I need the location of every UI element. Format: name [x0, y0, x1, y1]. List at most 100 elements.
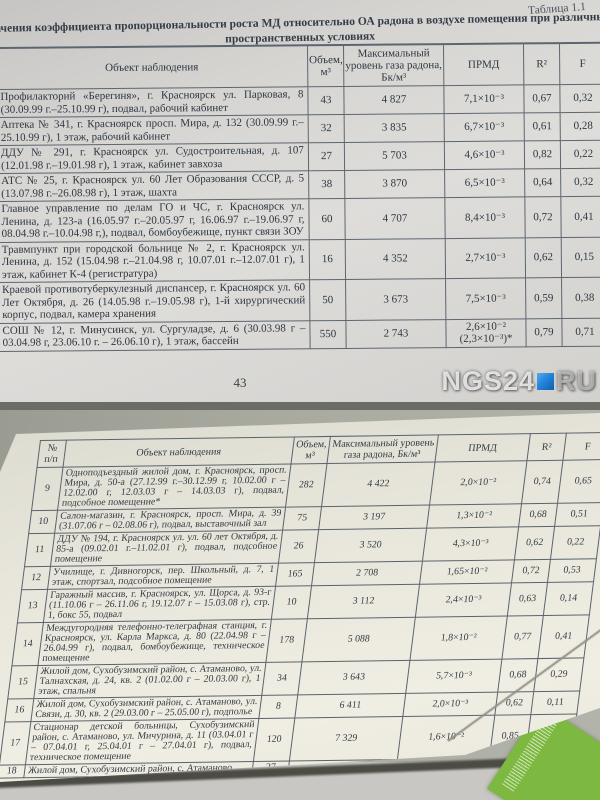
cell-volume: 38 [308, 170, 345, 199]
cell-volume: 32 [308, 114, 345, 143]
cell-f: 0,29 [533, 657, 584, 692]
cell-f: 0,53 [547, 558, 597, 583]
cell-max_radon: 2 743 [345, 319, 447, 348]
ngs24-watermark: NGS24 RU [441, 366, 597, 396]
cell-r2: 0,82 [524, 140, 561, 169]
cell-num: 12 [21, 566, 51, 590]
cell-f: 0,51 [554, 502, 600, 527]
cell-max_radon: 6 411 [294, 693, 406, 718]
cell-object: Травмпункт при городской больнице № 2, г… [0, 239, 310, 283]
cell-max_radon: 3 197 [318, 505, 430, 530]
table-row: 17 Стационар детской больницы, Сухобузимс… [0, 714, 577, 766]
cell-object: Аптека № 341, г. Красноярск просп. Мира,… [0, 114, 309, 146]
cell-f: 0,71 [561, 317, 600, 347]
cell-max_radon: 3 673 [345, 278, 446, 320]
column-header: R² [523, 43, 560, 85]
watermark-brand: NGS24 [441, 366, 535, 396]
cell-f: 0,28 [560, 112, 600, 141]
cell-prmd: 2,4×10⁻³ [415, 582, 512, 618]
cell-volume: 282 [285, 463, 327, 508]
cell-prmd: 2,6×10⁻² (2,3×10⁻³)* [445, 318, 527, 348]
cell-r2: 0,62 [514, 526, 555, 560]
cell-max_radon: 3 520 [314, 528, 427, 563]
cell-volume: 8 [258, 694, 298, 719]
radon-table-page2: № п/п Объект наблюдения Объем, м³ Максималь… [0, 432, 600, 779]
cell-max_radon: 4 422 [321, 461, 435, 507]
cell-f: 0,41 [537, 614, 590, 659]
radon-table-page1: Объект наблюдения Объем, м³ Максимальный у… [0, 42, 600, 352]
cell-f: 0,14 [543, 581, 594, 616]
cell-prmd: 7,1×10⁻³ [443, 84, 525, 114]
cell-volume: 120 [253, 717, 295, 762]
cell-object: АТС № 25, г. Красноярск ул. 60 Лет Образ… [0, 170, 309, 202]
column-header: № п/п [37, 440, 67, 468]
cell-f: 0,15 [561, 236, 600, 278]
header-row: Объект наблюдения Объем, м³ Максимальный у… [0, 42, 600, 90]
cell-object: ДДУ № 194, г. Красноярск ул. ул. 60 лет … [50, 530, 283, 567]
cell-volume: 27 [308, 142, 345, 171]
cell-num: 16 [4, 698, 34, 723]
cell-r2: 0,64 [524, 168, 561, 197]
cell-r2: 0,72 [511, 559, 551, 583]
table-row: СОШ № 12, г. Минусинск, ул. Сургуладзе, … [0, 317, 600, 351]
watermark-suffix: RU [556, 366, 597, 396]
ngs24-logo-square-icon [537, 373, 554, 390]
cell-volume: 550 [309, 319, 347, 349]
cell-object: Салон-магазин, г. Красноярск, просп. Мир… [54, 507, 286, 534]
cell-max_radon: 3 112 [307, 584, 420, 619]
cell-volume: 50 [309, 279, 346, 321]
cell-r2: 0,68 [497, 658, 538, 693]
cell-f: 0,38 [561, 277, 600, 319]
cell-object: Междугородняя телефонно-телеграфная стан… [37, 619, 272, 666]
page-number: 43 [233, 375, 247, 390]
cell-object: Главное управление по делам ГО и ЧС, г. … [0, 198, 310, 242]
cell-prmd: 5,7×10⁻³ [405, 659, 502, 694]
cell-prmd: 4,3×10⁻³ [422, 526, 519, 562]
cell-max_radon: 2 708 [311, 561, 423, 586]
table-row: Травмпункт при городской больнице № 2, г… [0, 236, 600, 283]
cell-num: 18 [0, 764, 26, 779]
cell-prmd: 1,6×10⁻² [397, 715, 495, 760]
cell-f: 0,22 [560, 140, 600, 169]
cell-volume: 10 [271, 585, 312, 620]
cell-r2: 0,63 [507, 582, 548, 616]
cell-object: Стационар детской больницы, Сухобузимски… [25, 718, 259, 765]
cell-max_radon: 7 329 [289, 716, 403, 762]
column-header: R² [526, 433, 567, 461]
cell-object: Одноподъездный жилой дом, г. Красноярск,… [57, 463, 291, 511]
cell-r2: 0,68 [518, 503, 558, 527]
cell-max_radon: 4 352 [345, 238, 446, 280]
cell-object: СОШ № 12, г. Минусинск, ул. Сургуладзе, … [0, 320, 311, 351]
cell-volume: 26 [278, 529, 319, 564]
table-row: Главное управление по делам ГО и ЧС, г. … [0, 196, 600, 242]
cell-object: Жилой дом, Сухобузимский район, с. Атама… [33, 662, 266, 699]
cell-f: 0,65 [557, 459, 600, 504]
cell-object: Профилакторий «Берегиня», г. Красноярск … [0, 86, 309, 118]
cell-volume: 75 [282, 506, 322, 531]
cell-volume: 16 [309, 238, 346, 280]
cell-prmd: 1,3×10⁻² [426, 503, 522, 529]
cell-object: Училище, г. Дивногорск, пер. Школьный, д… [47, 563, 279, 590]
cell-prmd: 6,7×10⁻³ [444, 112, 525, 142]
cell-prmd: 4,6×10⁻³ [444, 140, 525, 170]
cell-max_radon: 4 707 [344, 197, 446, 239]
cell-r2: 0,59 [525, 277, 562, 319]
cell-max_radon: 5 088 [301, 617, 416, 662]
column-header: ПРМД [434, 433, 531, 462]
cell-volume: 165 [275, 562, 315, 587]
column-header: F [562, 432, 600, 461]
cell-prmd: 8,4×10⁻³ [444, 196, 526, 239]
cell-r2: 0,74 [521, 460, 563, 504]
cell-num: 10 [28, 510, 58, 534]
cell-f: 0,41 [560, 196, 600, 238]
cell-volume: 178 [265, 618, 308, 663]
cell-r2: 0,79 [525, 318, 563, 347]
cell-max_radon: 4 827 [343, 85, 445, 115]
cell-r2: 0,61 [524, 112, 561, 141]
cell-f: 0,22 [550, 525, 600, 560]
cell-prmd: 1,65×10⁻² [419, 559, 515, 585]
photo-top-page: Таблица 1.1 начения коэффициента пропорц… [0, 0, 600, 402]
table-row: Краевой противотуберкулезный диспансер, … [0, 277, 600, 323]
column-header: Объем, м³ [307, 44, 344, 87]
